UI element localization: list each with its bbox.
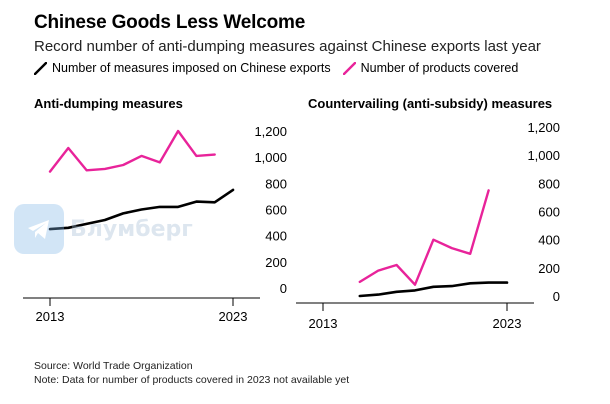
legend-item-measures: Number of measures imposed on Chinese ex… [34, 61, 331, 75]
source-note: Source: World Trade Organization [34, 360, 193, 372]
watermark-text: Блумберг [70, 216, 193, 242]
y-tick-label-countervailing: 200 [538, 261, 560, 276]
series-line-measures-countervailing [358, 281, 509, 298]
data-note: Note: Data for number of products covere… [34, 374, 350, 386]
watermark: Блумберг [14, 204, 193, 254]
legend-line-pink-icon [342, 61, 356, 75]
panel-title-countervailing: Countervailing (anti-subsidy) measures [308, 96, 553, 111]
chart-subtitle: Record number of anti-dumping measures a… [34, 38, 541, 55]
legend: Number of measures imposed on Chinese ex… [34, 61, 530, 75]
y-tick-label-anti-dumping: 200 [265, 255, 287, 270]
x-tick-label-countervailing: 2023 [493, 316, 522, 331]
y-tick-label-anti-dumping: 1,200 [254, 124, 287, 139]
legend-label-measures: Number of measures imposed on Chinese ex… [52, 61, 331, 75]
y-tick-label-anti-dumping: 0 [280, 281, 287, 296]
panel-title-anti-dumping: Anti-dumping measures [34, 96, 183, 111]
y-tick-label-anti-dumping: 800 [265, 176, 287, 191]
x-tick-label-anti-dumping: 2023 [219, 309, 248, 324]
chart-title: Chinese Goods Less Welcome [34, 12, 306, 33]
x-tick-label-anti-dumping: 2013 [36, 309, 65, 324]
y-tick-label-countervailing: 400 [538, 233, 560, 248]
y-tick-label-countervailing: 1,200 [527, 120, 560, 135]
series-line-measures-anti-dumping [48, 188, 235, 231]
y-tick-label-countervailing: 800 [538, 176, 560, 191]
y-tick-label-anti-dumping: 1,000 [254, 150, 287, 165]
y-tick-label-countervailing: 600 [538, 205, 560, 220]
legend-item-products: Number of products covered [342, 61, 519, 75]
legend-label-products: Number of products covered [360, 61, 519, 75]
y-tick-label-anti-dumping: 400 [265, 229, 287, 244]
legend-line-black-icon [34, 61, 47, 75]
telegram-logo-icon [14, 204, 64, 254]
y-tick-label-countervailing: 0 [553, 289, 560, 304]
panel-countervailing: 1,200 1,000 800 600 400 200 0 2013 2023 [296, 120, 560, 331]
y-tick-label-countervailing: 1,000 [527, 148, 560, 163]
x-tick-label-countervailing: 2013 [309, 316, 338, 331]
series-line-products-anti-dumping [48, 129, 216, 173]
y-tick-label-anti-dumping: 600 [265, 203, 287, 218]
series-line-products-countervailing [358, 189, 490, 286]
panel-anti-dumping: 1,200 1,000 800 600 400 200 0 2013 2023 [23, 124, 287, 324]
